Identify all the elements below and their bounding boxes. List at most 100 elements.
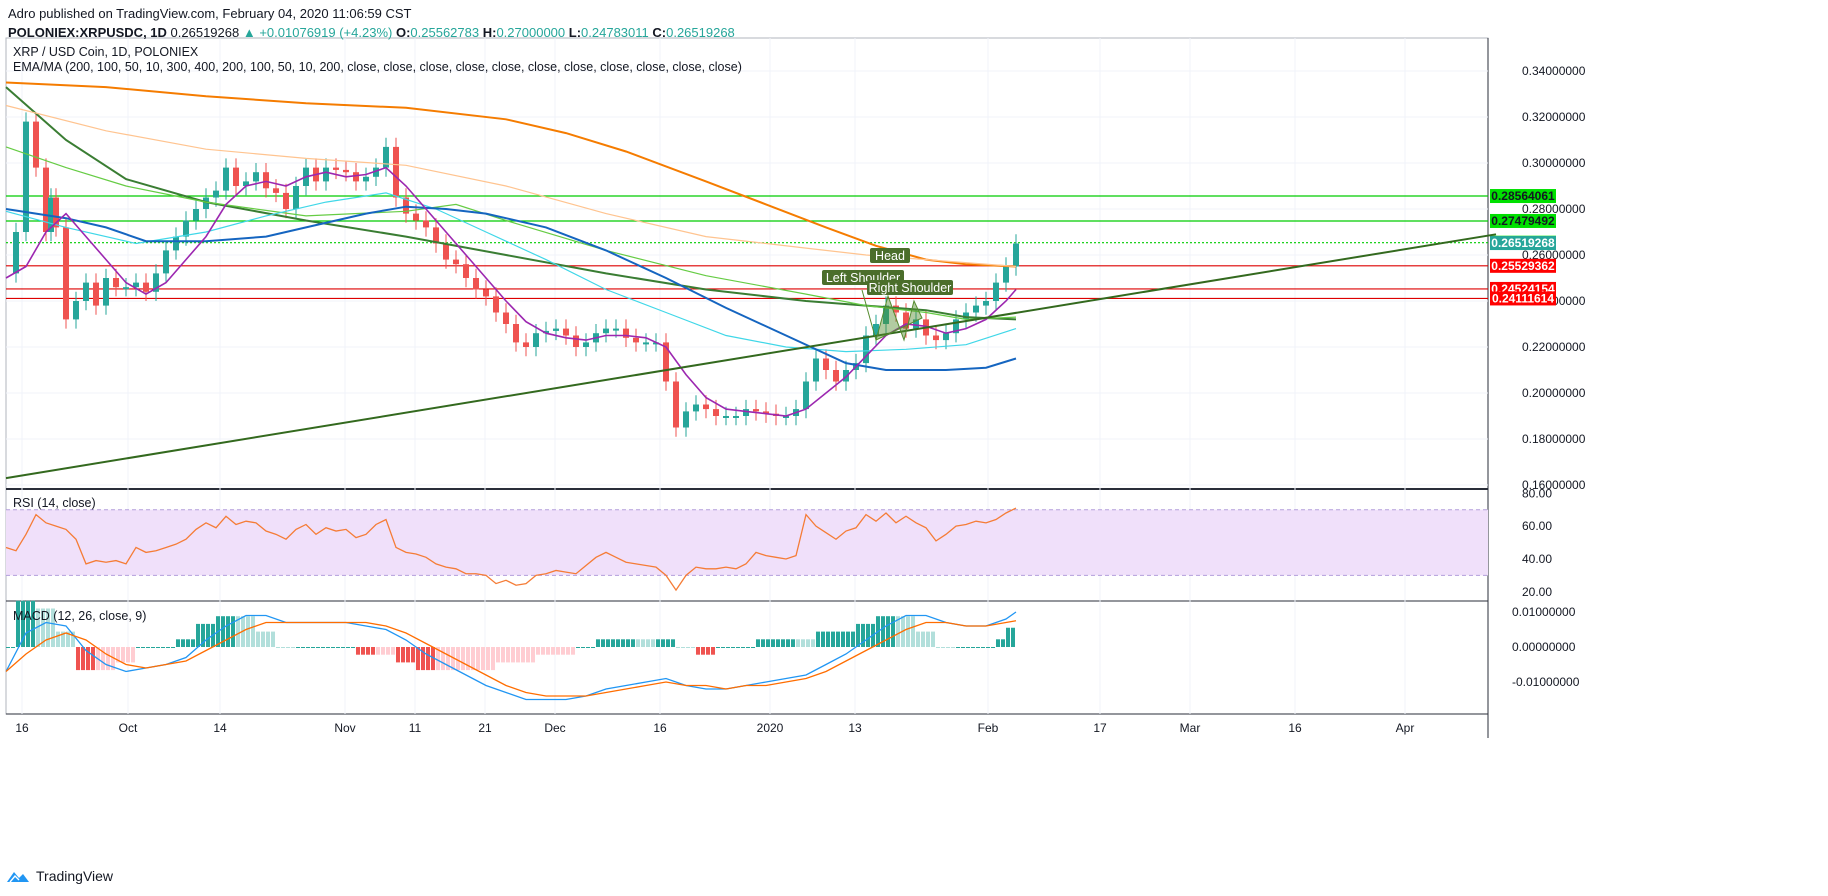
annotation-head: Head [875, 249, 905, 263]
last-price-label: 0.26519268 [1491, 236, 1555, 250]
macd-histogram-bar [61, 631, 65, 647]
macd-histogram-bar [791, 639, 795, 647]
rsi-band [6, 509, 1488, 576]
macd-histogram-bar [816, 631, 820, 647]
macd-histogram-bar [551, 647, 555, 655]
candle-up [203, 197, 209, 209]
macd-histogram-bar [581, 647, 585, 648]
last-price-badge [1490, 236, 1556, 251]
macd-histogram-bar [191, 639, 195, 647]
time-tick-label: 13 [848, 721, 862, 735]
macd-histogram-bar [946, 647, 950, 648]
price-tick-label: 0.26000000 [1522, 248, 1586, 262]
macd-histogram-bar [436, 647, 440, 671]
candle-up [243, 181, 249, 186]
macd-histogram-bar [576, 647, 580, 648]
support-price-badge [1490, 258, 1556, 273]
author-name[interactable]: Adro [8, 6, 36, 21]
macd-histogram-bar [661, 639, 665, 647]
candle-up [803, 381, 809, 410]
macd-histogram-bar [301, 647, 305, 648]
macd-histogram-bar [471, 647, 475, 671]
time-tick-label: Dec [544, 721, 565, 735]
macd-histogram-bar [1001, 639, 1005, 647]
macd-histogram-bar [896, 616, 900, 647]
candle-down [503, 312, 509, 324]
tradingview-footer[interactable]: TradingView [6, 868, 113, 884]
macd-histogram-bar [951, 647, 955, 648]
macd-histogram-bar [406, 647, 410, 663]
macd-histogram-bar [786, 639, 790, 647]
candle-up [783, 416, 789, 418]
candle-up [913, 319, 919, 329]
symbol-ohlc-row: POLONIEX:XRPUSDC, 1D 0.26519268 ▲ +0.010… [8, 23, 735, 42]
macd-histogram-bar [391, 647, 395, 655]
macd-histogram-bar [361, 647, 365, 655]
macd-histogram-bar [1011, 627, 1015, 647]
macd-histogram-bar [756, 639, 760, 647]
macd-histogram-bar [631, 639, 635, 647]
macd-histogram-bar [851, 631, 855, 647]
macd-histogram-bar [796, 639, 800, 647]
annotation-box [870, 248, 910, 263]
macd-histogram-bar [146, 647, 150, 648]
macd-tick-label: 0.01000000 [1512, 605, 1576, 619]
candle-down [713, 409, 719, 416]
macd-histogram-bar [131, 647, 135, 663]
candle-up [103, 278, 109, 306]
macd-histogram-bar [446, 647, 450, 671]
macd-histogram-bar [271, 631, 275, 647]
candle-down [43, 167, 49, 232]
macd-histogram-bar [111, 647, 115, 671]
macd-histogram-bar [76, 647, 80, 671]
candle-down [833, 370, 839, 382]
macd-histogram-bar [486, 647, 490, 671]
macd-title: MACD (12, 26, close, 9) [13, 609, 146, 623]
macd-histogram-bar [91, 647, 95, 671]
macd-histogram-bar [156, 647, 160, 648]
macd-histogram-bar [601, 639, 605, 647]
head-shoulders-pattern [861, 289, 923, 342]
macd-histogram-bar [86, 647, 90, 671]
candle-up [253, 172, 259, 182]
macd-histogram-bar [306, 647, 310, 648]
macd-histogram-bar [526, 647, 530, 663]
macd-histogram-bar [491, 647, 495, 671]
price-tick-label: 0.28000000 [1522, 202, 1586, 216]
macd-histogram-bar [776, 639, 780, 647]
candle-up [133, 282, 139, 288]
macd-histogram-bar [496, 647, 500, 663]
macd-histogram-bar [681, 647, 685, 648]
macd-histogram-bar [626, 639, 630, 647]
brand-label: TradingView [36, 868, 114, 884]
macd-histogram-bar [51, 608, 55, 647]
time-tick-label: Oct [119, 721, 138, 735]
candle-up [743, 409, 749, 416]
candle-up [973, 305, 979, 313]
candle-up [173, 236, 179, 251]
macd-histogram-bar [56, 631, 60, 647]
time-tick-label: 14 [213, 721, 227, 735]
macd-histogram-bar [521, 647, 525, 663]
macd-histogram-bar [451, 647, 455, 671]
rsi-tick-label: 40.00 [1522, 552, 1552, 566]
macd-histogram-bar [961, 647, 965, 648]
candle-up [813, 358, 819, 382]
resistance-price-label: 0.27479492 [1491, 214, 1555, 228]
rsi-tick-label: 80.00 [1522, 486, 1552, 500]
macd-histogram-bar [931, 631, 935, 647]
candle-up [583, 342, 589, 347]
macd-histogram-bar [196, 623, 200, 647]
macd-histogram-bar [666, 639, 670, 647]
macd-histogram-bar [426, 647, 430, 671]
macd-histogram-bar [716, 647, 720, 648]
publication-header: Adro published on TradingView.com, Febru… [8, 4, 735, 42]
macd-histogram-bar [286, 647, 290, 648]
macd-histogram-bar [966, 647, 970, 648]
macd-histogram-bar [906, 616, 910, 647]
ma-legend: EMA/MA (200, 100, 50, 10, 300, 400, 200,… [13, 60, 742, 74]
macd-histogram-bar [21, 600, 25, 647]
support-price-label: 0.24111614 [1492, 291, 1554, 305]
candle-up [683, 411, 689, 428]
